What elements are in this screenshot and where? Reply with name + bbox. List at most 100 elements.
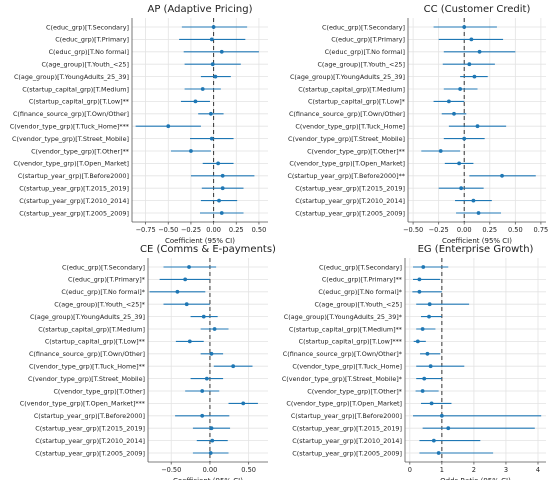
y-tick-label: C(educ_grp)[T.No formal]* (61, 288, 145, 296)
y-tick-label: C(startup_year_grp)[T.Before2000] (291, 412, 402, 420)
point-estimate (439, 413, 444, 418)
y-tick-label: C(startup_year_grp)[T.2010_2014] (295, 197, 405, 205)
point-estimate (213, 74, 218, 79)
x-tick-label: 4 (536, 466, 540, 474)
y-tick-label: C(educ_grp)[T.Secondary] (319, 263, 402, 271)
x-tick-label: 0.25 (482, 226, 497, 234)
y-tick-label: C(vendor_type_grp)[T.Open_Market]*** (20, 400, 145, 408)
y-tick-label: C(finance_source_grp)[T.Own/Other] (29, 350, 145, 358)
y-tick-label: C(educ_grp)[T.Secondary] (46, 23, 129, 31)
y-tick-label: C(startup_year_grp)[T.2015_2019] (19, 185, 129, 193)
x-tick-label: 0.00 (203, 466, 218, 474)
point-estimate (219, 49, 224, 54)
y-tick-label: C(age_group)[T.YoungAdults_25_39] (14, 73, 129, 81)
point-estimate (428, 364, 433, 369)
point-estimate (472, 74, 477, 79)
y-tick-label: C(vendor_type_grp)[T.Other]* (307, 387, 402, 395)
point-estimate (208, 111, 213, 116)
point-estimate (200, 413, 205, 418)
point-estimate (187, 265, 191, 269)
point-estimate (209, 37, 214, 42)
y-tick-label: C(startup_capital_grp)[T.Medium] (298, 85, 405, 93)
y-tick-label: C(educ_grp)[T.Secondary] (62, 263, 145, 271)
x-tick-label: 0.00 (457, 226, 472, 234)
point-estimate (204, 376, 209, 381)
chart-title: AP (Adaptive Pricing) (148, 4, 253, 15)
x-tick-label: −0.50 (161, 466, 181, 474)
point-estimate (220, 186, 225, 191)
point-estimate (420, 327, 425, 331)
y-tick-label: C(age_group)[T.YoungAdults_25_39] (290, 73, 405, 81)
y-tick-label: C(vendor_type_grp)[T.Street_Mobile] (28, 375, 145, 383)
y-tick-label: C(startup_year_grp)[T.Before2000] (34, 412, 145, 420)
y-tick-label: C(educ_grp)[T.Primary]* (68, 276, 145, 284)
x-tick-label: 0.75 (534, 226, 549, 234)
point-estimate (187, 339, 192, 344)
point-estimate (436, 451, 441, 455)
y-tick-label: C(vendor_type_grp)[T.Other] (53, 387, 145, 395)
point-estimate (212, 327, 217, 331)
y-tick-label: C(startup_capital_grp)[T.Medium]** (289, 325, 402, 333)
point-estimate (431, 438, 436, 443)
point-estimate (458, 87, 463, 91)
point-estimate (462, 136, 467, 141)
y-tick-label: C(vendor_type_grp)[T.Other]** (31, 147, 129, 155)
point-estimate (166, 124, 171, 129)
x-tick-label: 1 (440, 466, 444, 474)
y-tick-label: C(finance_source_grp)[T.Own/Other] (289, 110, 405, 118)
x-axis-label: Coefficient (95% CI) (173, 477, 243, 480)
y-tick-label: C(startup_year_grp)[T.2010_2014] (292, 437, 402, 445)
y-tick-label: C(startup_year_grp)[T.2010_2014] (35, 437, 145, 445)
y-tick-label: C(age_group)[T.Youth_<25]* (54, 301, 145, 309)
y-tick-label: C(startup_capital_grp)[T.Low]* (308, 98, 405, 106)
y-tick-label: C(vendor_type_grp)[T.Open_Market] (286, 400, 402, 408)
y-tick-label: C(educ_grp)[T.Primary] (331, 36, 405, 44)
y-tick-label: C(startup_year_grp)[T.Before2000] (18, 172, 129, 180)
point-estimate (193, 99, 198, 104)
point-estimate (200, 87, 205, 91)
x-tick-label: 3 (504, 466, 508, 474)
point-estimate (425, 351, 430, 356)
point-estimate (211, 25, 216, 29)
point-estimate (421, 265, 426, 269)
y-tick-label: C(startup_capital_grp)[T.Low]** (45, 338, 145, 346)
y-tick-label: C(startup_year_grp)[T.2005_2009] (292, 449, 402, 457)
x-tick-label: −0.75 (135, 226, 155, 234)
point-estimate (427, 314, 431, 319)
y-tick-label: C(vendor_type_grp)[T.Street_Mobile]* (282, 375, 402, 383)
y-tick-label: C(educ_grp)[T.Secondary] (322, 23, 405, 31)
chart-title: CC (Customer Credit) (424, 4, 531, 15)
point-estimate (477, 49, 482, 54)
point-estimate (209, 351, 214, 356)
x-tick-label: 0 (408, 466, 412, 474)
x-tick-label: 0.50 (252, 226, 267, 234)
point-estimate (446, 99, 451, 104)
point-estimate (201, 314, 206, 319)
x-tick-label: 2 (472, 466, 476, 474)
x-tick-label: 0.50 (508, 226, 523, 234)
point-estimate (438, 149, 443, 153)
point-estimate (216, 161, 221, 166)
point-estimate (241, 401, 246, 406)
x-axis-label: Odds Ratio (95% CI) (440, 477, 511, 480)
point-estimate (469, 37, 474, 42)
y-tick-label: C(vendor_type_grp)[T.Street_Mobile] (288, 135, 405, 143)
y-tick-label: C(startup_year_grp)[T.Before2000]** (287, 172, 405, 180)
point-estimate (415, 339, 420, 344)
point-estimate (417, 289, 422, 294)
y-tick-label: C(startup_capital_grp)[T.Medium] (38, 325, 145, 333)
y-tick-label: C(startup_year_grp)[T.2005_2009] (35, 449, 145, 457)
x-axis-label: Coefficient (95% CI) (442, 237, 512, 245)
point-estimate (420, 389, 425, 393)
point-estimate (231, 364, 236, 369)
point-estimate (208, 451, 213, 455)
y-tick-label: C(vendor_type_grp)[T.Tuck_Home]*** (10, 123, 129, 131)
y-tick-label: C(startup_year_grp)[T.2010_2014] (19, 197, 129, 205)
y-tick-label: C(vendor_type_grp)[T.Tuck_Home] (292, 363, 402, 371)
y-tick-label: C(startup_capital_grp)[T.Medium] (22, 85, 129, 93)
y-tick-label: C(vendor_type_grp)[T.Tuck_Home] (295, 123, 405, 131)
point-estimate (219, 211, 224, 215)
y-tick-label: C(age_group)[T.Youth_<25] (314, 301, 402, 309)
point-estimate (175, 289, 180, 294)
